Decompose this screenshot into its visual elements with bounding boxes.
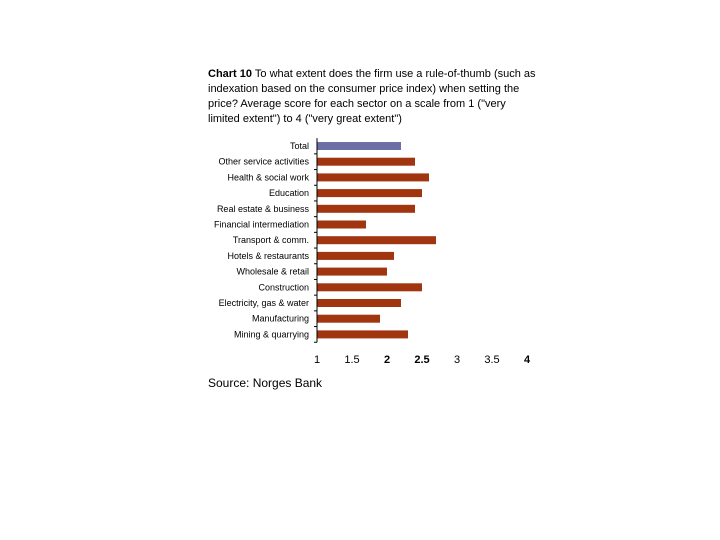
- x-tick-label-1: 1: [314, 354, 320, 366]
- bar-education: [317, 189, 422, 198]
- bar-transport-comm: [317, 236, 436, 245]
- category-label-wholesale-retail: Wholesale & retail: [236, 267, 309, 277]
- y-axis-ticks: [314, 153, 317, 343]
- bar-other-service-activities: [317, 157, 415, 166]
- category-label-financial-intermediation: Financial intermediation: [214, 220, 309, 230]
- bar-wholesale-retail: [317, 267, 387, 276]
- category-label-construction: Construction: [258, 282, 309, 292]
- x-tick-label-3: 3: [454, 354, 460, 366]
- bar-group: [317, 142, 436, 339]
- bar-real-estate-business: [317, 204, 415, 213]
- category-label-mining-quarrying: Mining & quarrying: [234, 329, 309, 339]
- bar-mining-quarrying: [317, 330, 408, 339]
- x-tick-label-2-5: 2.5: [414, 354, 429, 366]
- category-label-transport-comm: Transport & comm.: [233, 235, 309, 245]
- category-label-health-social-work: Health & social work: [227, 172, 309, 182]
- category-label-other-service-activities: Other service activities: [218, 157, 309, 167]
- bar-health-social-work: [317, 173, 429, 182]
- bar-electricity-gas-water: [317, 299, 401, 307]
- category-label-real-estate-business: Real estate & business: [217, 204, 310, 214]
- chart-title: Chart 10 To what extent does the firm us…: [208, 67, 538, 127]
- chart-number: Chart 10: [208, 68, 253, 80]
- x-tick-label-2: 2: [384, 354, 390, 366]
- x-tick-label-3-5: 3.5: [484, 354, 499, 366]
- category-label-hotels-restaurants: Hotels & restaurants: [227, 251, 309, 261]
- chart-title-text: To what extent does the firm use a rule-…: [208, 68, 536, 125]
- source-note: Source: Norges Bank: [208, 376, 323, 390]
- category-labels: Total Other service activities Health & so…: [214, 141, 310, 339]
- x-tick-labels: 1 1.5 2 2.5 3 3.5 4: [314, 354, 531, 366]
- bar-construction: [317, 283, 422, 292]
- bar-hotels-restaurants: [317, 251, 394, 260]
- category-label-total: Total: [290, 141, 309, 151]
- category-label-manufacturing: Manufacturing: [252, 314, 309, 324]
- bar-financial-intermediation: [317, 220, 366, 229]
- x-tick-label-4: 4: [524, 354, 531, 366]
- x-tick-label-1-5: 1.5: [344, 354, 359, 366]
- bar-total: [317, 142, 401, 150]
- bar-manufacturing: [317, 314, 380, 323]
- category-label-electricity-gas-water: Electricity, gas & water: [219, 298, 309, 308]
- category-label-education: Education: [269, 188, 309, 198]
